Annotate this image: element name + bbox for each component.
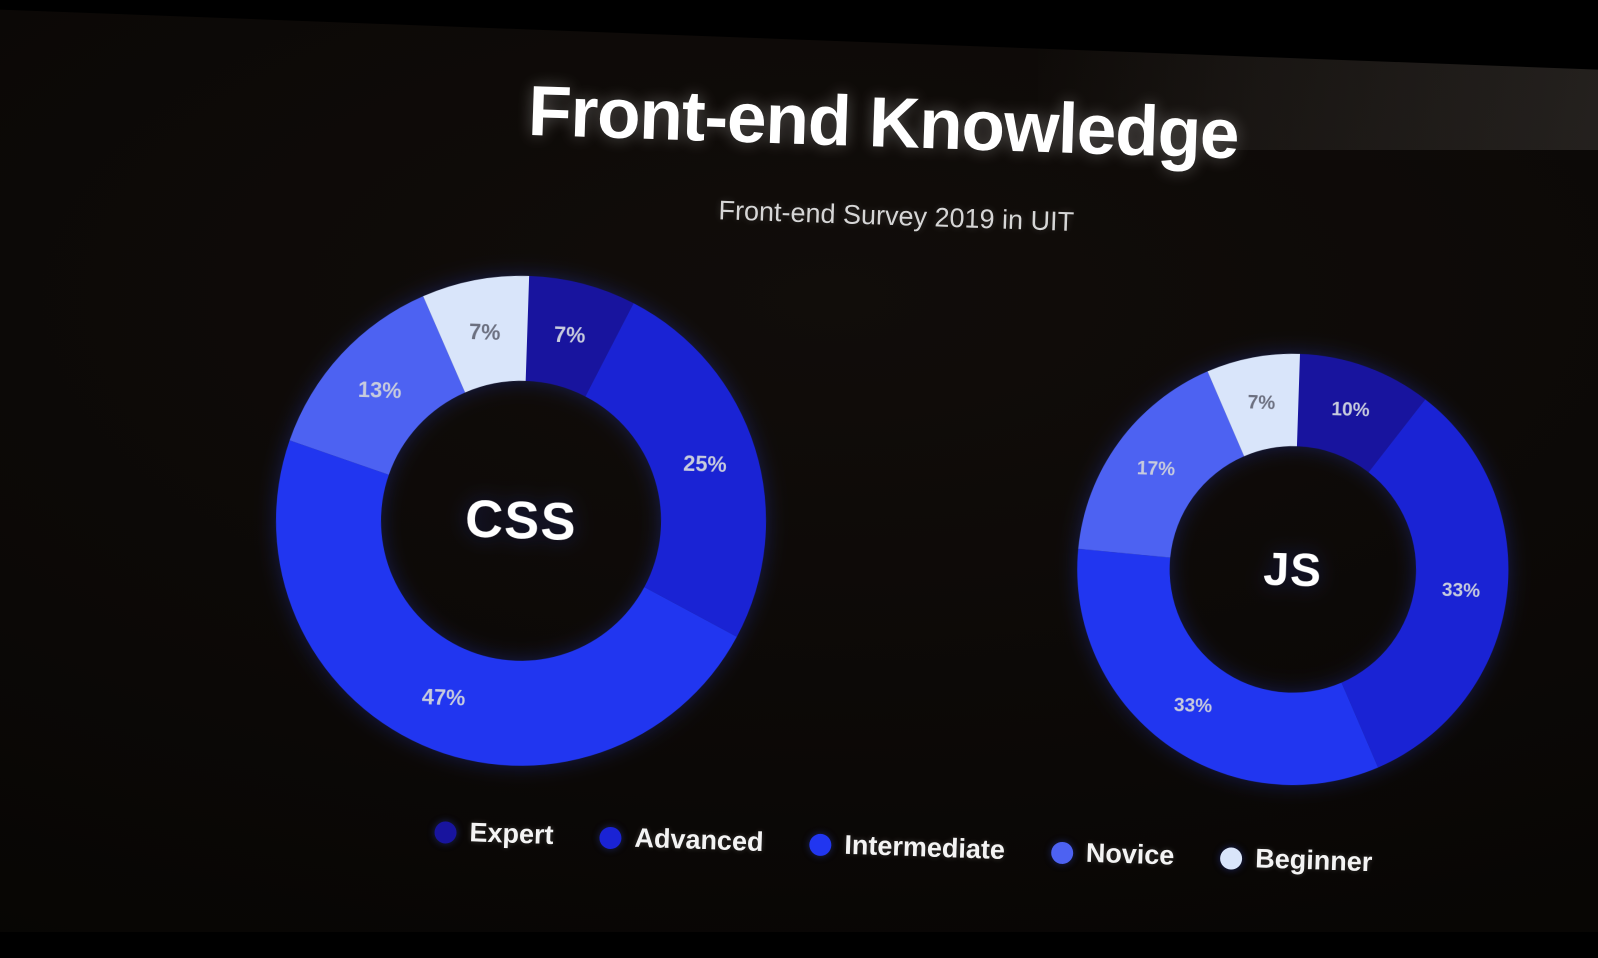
donut-segment-beginner <box>423 275 530 393</box>
donut-center-label: JS <box>1263 542 1323 596</box>
legend-label: Intermediate <box>843 829 1006 866</box>
percent-label: 47% <box>421 684 465 710</box>
donut-center-label: CSS <box>464 489 578 552</box>
legend-item-beginner: Beginner <box>1219 842 1373 878</box>
css-donut-chart: 7% 25% 47% 13% 7% CSS <box>276 275 767 766</box>
percent-label: 7% <box>554 322 586 348</box>
donut-segment-novice <box>289 296 466 475</box>
percent-label: 13% <box>358 377 402 403</box>
percent-label: 10% <box>1331 399 1370 421</box>
slide-subtitle: Front-end Survey 2019 in UIT <box>718 195 1075 237</box>
donut-segment-intermediate <box>1077 548 1379 786</box>
percent-label: 7% <box>1247 392 1275 414</box>
expert-swatch-icon <box>434 820 457 844</box>
legend-label: Advanced <box>634 822 764 858</box>
legend-item-novice: Novice <box>1050 837 1175 872</box>
legend-item-advanced: Advanced <box>599 822 764 858</box>
legend-label: Expert <box>469 817 555 851</box>
beginner-swatch-icon <box>1219 846 1243 870</box>
chart-legend: Expert Advanced Intermediate Novice Begi… <box>434 816 1373 878</box>
slide-title: Front-end Knowledge <box>526 71 1240 175</box>
percent-label: 17% <box>1136 458 1175 480</box>
advanced-swatch-icon <box>599 826 622 849</box>
donut-segment-expert <box>525 275 634 397</box>
percent-label: 25% <box>683 451 727 477</box>
donut-segment-advanced <box>1341 399 1509 768</box>
donut-segment-beginner <box>1207 353 1300 457</box>
legend-label: Novice <box>1085 837 1175 871</box>
percent-label: 33% <box>1174 695 1213 717</box>
donut-segment-expert <box>1296 353 1426 473</box>
legend-label: Beginner <box>1254 843 1373 878</box>
percent-label: 33% <box>1441 580 1480 602</box>
donut-segment-advanced <box>585 303 767 637</box>
novice-swatch-icon <box>1050 841 1074 864</box>
photo-background: Front-end Knowledge Front-end Survey 201… <box>0 0 1598 932</box>
legend-item-expert: Expert <box>434 816 554 851</box>
legend-item-intermediate: Intermediate <box>809 829 1005 866</box>
donut-segment-novice <box>1078 371 1245 558</box>
percent-label: 7% <box>469 319 501 345</box>
js-donut-chart: 10% 33% 33% 17% 7% JS <box>1077 353 1509 786</box>
intermediate-swatch-icon <box>809 833 832 856</box>
donut-segment-intermediate <box>276 440 737 766</box>
